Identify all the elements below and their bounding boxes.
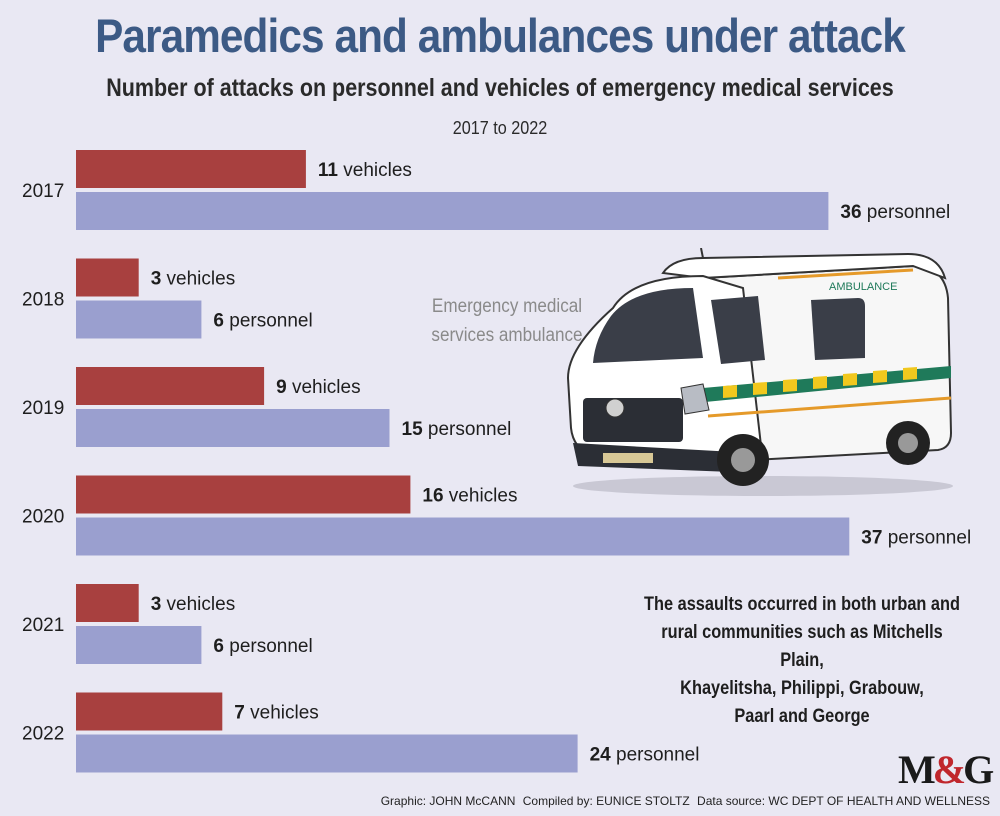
ambulance-caption-line1: Emergency medical	[431, 296, 583, 317]
year-label-2019: 2019	[22, 398, 64, 419]
bar-label-vehicles-2021: 3 vehicles	[151, 594, 236, 615]
bar-label-vehicles-2019: 9 vehicles	[276, 377, 361, 398]
chart-period: 2017 to 2022	[452, 118, 548, 138]
bar-label-personnel-2021: 6 personnel	[213, 636, 312, 657]
bar-label-personnel-2017: 36 personnel	[840, 202, 950, 223]
bar-label-personnel-2020: 37 personnel	[861, 528, 971, 549]
bar-label-personnel-2022: 24 personnel	[590, 745, 700, 766]
bar-label-vehicles-2018: 3 vehicles	[151, 269, 236, 290]
bar-personnel-2019	[76, 409, 390, 447]
bar-vehicles-2019	[76, 367, 265, 405]
note-line3: Khayelitsha, Philippi, Grabouw,	[680, 678, 924, 699]
note-line1: The assaults occurred in both urban and	[644, 594, 960, 615]
note-line2: rural communities such as Mitchells Plai…	[661, 622, 943, 671]
year-label-2020: 2020	[22, 507, 64, 528]
bar-label-personnel-2019: 15 personnel	[402, 419, 512, 440]
bar-vehicles-2021	[76, 584, 139, 622]
credit-source: Data source: WC DEPT OF HEALTH AND WELLN…	[697, 794, 990, 808]
chart-subtitle: Number of attacks on personnel and vehic…	[106, 74, 894, 102]
credit-graphic: Graphic: JOHN McCANN	[380, 794, 516, 808]
ambulance-caption: Emergency medical services ambulance	[414, 292, 599, 350]
bar-personnel-2022	[76, 734, 578, 773]
bar-label-vehicles-2020: 16 vehicles	[422, 486, 517, 507]
ambulance-illustration: AMBULANCE	[566, 248, 953, 496]
chart-title: Paramedics and ambulances under attack	[95, 9, 906, 62]
bar-label-personnel-2018: 6 personnel	[213, 311, 312, 332]
ambulance-caption-line2: services ambulance	[431, 325, 583, 346]
note-line4: Paarl and George	[734, 706, 870, 727]
bar-vehicles-2020	[76, 475, 411, 514]
credit-compiled: Compiled by: EUNICE STOLTZ	[522, 794, 690, 808]
year-label-2018: 2018	[22, 290, 64, 311]
bar-label-vehicles-2022: 7 vehicles	[234, 703, 318, 724]
bar-personnel-2018	[76, 300, 202, 339]
logo-m: M	[898, 747, 936, 792]
logo-amp: &	[932, 747, 966, 792]
ambulance-sign-text: AMBULANCE	[829, 281, 897, 293]
bar-personnel-2017	[76, 192, 829, 230]
bar-vehicles-2022	[76, 692, 223, 731]
bar-vehicles-2018	[76, 258, 139, 297]
year-label-2021: 2021	[22, 615, 64, 636]
logo-g: G	[963, 747, 994, 792]
bar-label-vehicles-2017: 11 vehicles	[318, 160, 412, 181]
note-text: The assaults occurred in both urban and …	[639, 591, 966, 731]
bar-personnel-2020	[76, 517, 850, 556]
bar-personnel-2021	[76, 626, 202, 664]
bar-vehicles-2017	[76, 150, 306, 188]
year-label-2022: 2022	[22, 724, 64, 745]
mg-logo: M&G	[898, 747, 994, 792]
year-label-2017: 2017	[22, 181, 64, 202]
credits: Graphic: JOHN McCANN Compiled by: EUNICE…	[377, 794, 990, 808]
